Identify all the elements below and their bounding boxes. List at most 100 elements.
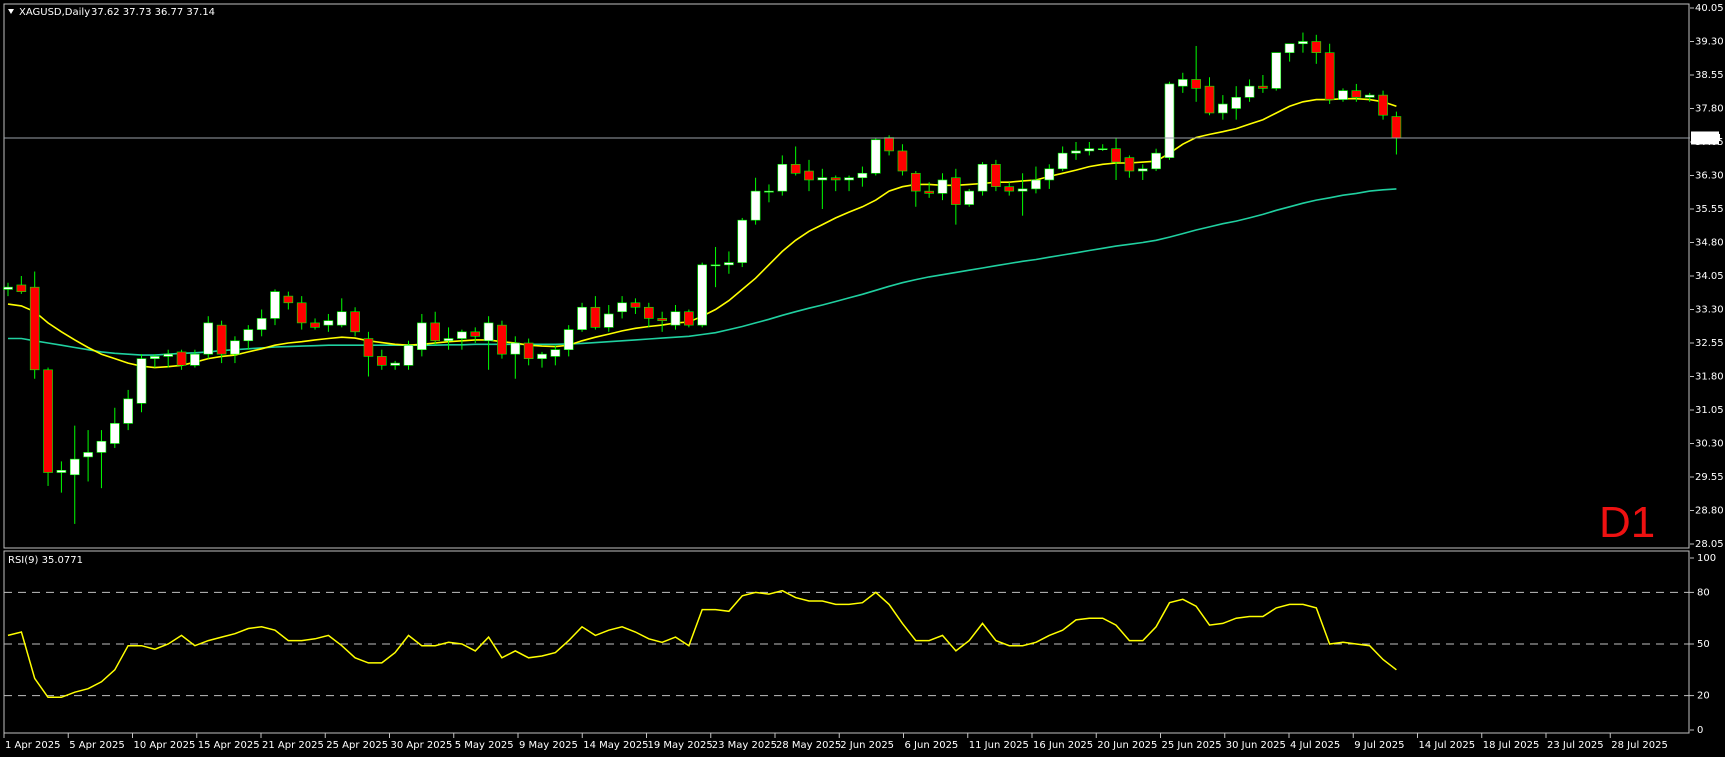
candle-body-bear	[1124, 157, 1135, 172]
candle	[830, 175, 841, 192]
candle-body-bear	[790, 164, 801, 174]
time-tick-label: 23 May 2025	[712, 740, 777, 751]
candle-body-bull	[857, 172, 868, 179]
candle	[510, 336, 521, 379]
candle-body-bull	[817, 177, 828, 181]
candle-body-bull	[1284, 43, 1295, 53]
candle-body-bear	[590, 306, 601, 328]
candle	[336, 298, 347, 328]
candle	[176, 349, 187, 370]
candle-body-bull	[1244, 85, 1255, 98]
candle	[83, 430, 93, 482]
candle	[1178, 72, 1188, 93]
candle	[283, 291, 294, 310]
candle	[296, 296, 307, 330]
candle	[417, 313, 427, 357]
candle	[43, 367, 53, 486]
candle-body-bull	[603, 313, 614, 328]
rsi-tick-label: 20	[1697, 691, 1710, 702]
candle-body-bear	[924, 190, 934, 194]
candle-body-bear	[1258, 85, 1268, 89]
candle-body-bull	[417, 322, 427, 350]
candle	[216, 320, 227, 364]
price-tick-label: 33.30	[1695, 305, 1724, 316]
time-tick-label: 5 Apr 2025	[69, 740, 124, 751]
time-tick-label: 14 Jul 2025	[1419, 740, 1476, 751]
candle-body-bull	[56, 469, 67, 473]
price-tick-label: 28.80	[1695, 506, 1724, 517]
time-tick-label: 14 May 2025	[583, 740, 648, 751]
candle	[1191, 45, 1201, 102]
candle	[1124, 155, 1135, 178]
candle	[270, 289, 280, 326]
candle-body-bull	[83, 452, 93, 458]
candle-body-bear	[1311, 41, 1322, 53]
candle	[1137, 164, 1148, 180]
candle-body-bull	[336, 311, 347, 326]
candle	[603, 305, 614, 332]
price-tick-label: 36.30	[1695, 171, 1724, 182]
candle-body-bear	[643, 306, 654, 319]
candle-body-bull	[1271, 52, 1282, 89]
candle-body-bear	[1004, 186, 1015, 192]
candle	[29, 271, 40, 379]
time-tick-label: 18 Jul 2025	[1483, 740, 1540, 751]
candle-body-bull	[1218, 103, 1228, 114]
candle	[1218, 95, 1228, 120]
time-tick-label: 21 Apr 2025	[262, 740, 324, 751]
candle-body-bull	[110, 423, 120, 444]
candle-body-bear	[830, 177, 841, 181]
candle-body-bull	[697, 264, 708, 326]
price-tick-label: 39.30	[1695, 37, 1724, 48]
candle	[430, 311, 441, 346]
candle-body-bull	[123, 398, 133, 424]
candle	[790, 146, 801, 176]
candle	[857, 166, 868, 187]
candle-body-bear	[884, 137, 894, 152]
candle-body-bull	[443, 338, 454, 342]
candle	[163, 349, 173, 368]
ohlc-label: 37.62 37.73 36.77 37.14	[91, 7, 215, 18]
time-tick-label: 25 Jun 2025	[1162, 740, 1222, 751]
chart-header: XAGUSD,Daily 37.62 37.73 36.77 37.14	[8, 7, 215, 18]
candle	[750, 177, 761, 225]
candle	[577, 302, 587, 332]
candle	[376, 349, 387, 370]
candle	[1151, 148, 1161, 172]
candle-body-bull	[844, 177, 854, 181]
candle	[630, 298, 641, 314]
candle	[951, 168, 961, 225]
candle-body-bull	[243, 329, 254, 342]
candle-body-bull	[163, 353, 173, 357]
candle-body-bear	[1324, 52, 1335, 100]
candle-body-bull	[1231, 97, 1241, 109]
time-tick-label: 10 Apr 2025	[134, 740, 196, 751]
price-tick-label: 38.55	[1695, 70, 1724, 81]
candle	[991, 159, 1001, 192]
candle	[643, 302, 654, 328]
candle	[110, 407, 120, 448]
candle	[1324, 43, 1335, 105]
candle	[537, 351, 547, 368]
time-tick-label: 9 Jul 2025	[1354, 740, 1404, 751]
candle-body-bull	[1137, 168, 1148, 172]
candle	[1111, 137, 1121, 180]
candle	[403, 340, 414, 370]
last-price-label: 37.14	[1693, 133, 1722, 144]
candle	[243, 325, 254, 350]
time-tick-label: 11 Jun 2025	[969, 740, 1029, 751]
dropdown-arrow-icon[interactable]	[8, 9, 14, 14]
candle-body-bull	[323, 320, 334, 326]
candle	[1204, 77, 1215, 116]
candle-body-bear	[1204, 85, 1215, 114]
candle	[390, 360, 400, 370]
candle-body-bull	[737, 219, 748, 263]
candle	[16, 276, 27, 294]
candle-body-bull	[1151, 152, 1161, 170]
rsi-series-line	[7, 589, 1397, 699]
time-tick-label: 6 Jun 2025	[905, 740, 959, 751]
candle-body-bear	[523, 342, 534, 359]
candle	[1378, 90, 1388, 120]
rsi-tick-label: 50	[1697, 639, 1710, 650]
